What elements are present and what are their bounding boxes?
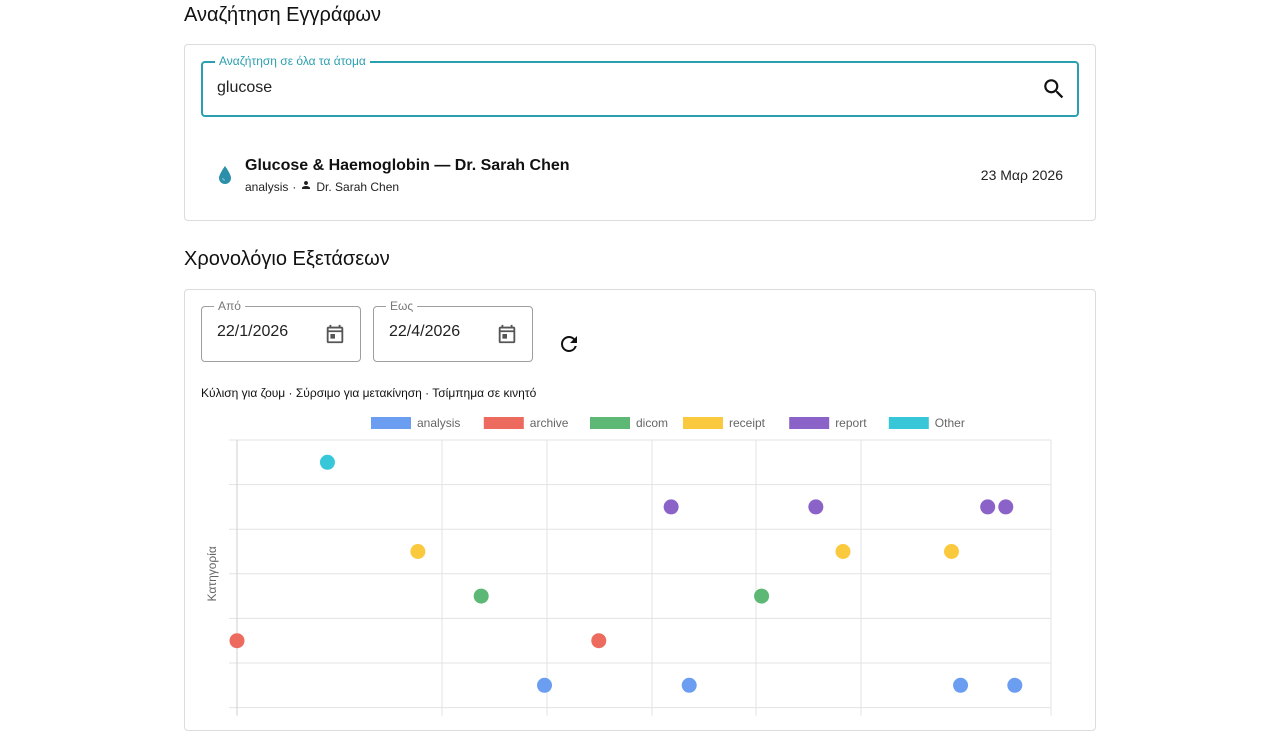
from-date-field[interactable]: Από 22/1/2026 bbox=[201, 299, 361, 362]
data-point-report bbox=[663, 499, 679, 515]
from-date-value[interactable]: 22/1/2026 bbox=[217, 323, 289, 340]
timeline-section-title: Χρονολόγιο Εξετάσεων bbox=[184, 248, 390, 270]
search-section-title: Αναζήτηση Εγγράφων bbox=[184, 4, 382, 26]
data-point-analysis bbox=[537, 677, 553, 693]
person-icon bbox=[300, 179, 312, 194]
search-card: Αναζήτηση σε όλα τα άτομα Glucose & Haem… bbox=[184, 44, 1096, 221]
legend-swatch-receipt bbox=[683, 417, 723, 429]
data-point-report bbox=[808, 499, 824, 515]
to-date-field[interactable]: Εως 22/4/2026 bbox=[373, 299, 533, 362]
chart-hint: Κύλιση για ζουμ · Σύρσιμο για μετακίνηση… bbox=[201, 386, 537, 400]
data-point-dicom bbox=[754, 588, 770, 604]
legend-swatch-analysis bbox=[371, 417, 411, 429]
meta-separator: · bbox=[292, 179, 297, 194]
legend-label-archive: archive bbox=[530, 416, 569, 430]
data-point-analysis bbox=[1007, 677, 1023, 693]
from-date-label: Από bbox=[214, 299, 245, 313]
data-point-report bbox=[998, 499, 1014, 515]
legend-swatch-report bbox=[789, 417, 830, 429]
data-point-receipt bbox=[944, 544, 960, 559]
refresh-icon[interactable] bbox=[557, 332, 581, 356]
search-field-label: Αναζήτηση σε όλα τα άτομα bbox=[215, 54, 370, 68]
data-point-report bbox=[980, 499, 996, 515]
legend-swatch-other bbox=[888, 417, 929, 429]
legend-label-analysis: analysis bbox=[417, 416, 460, 430]
legend-label-other: Other bbox=[935, 416, 965, 430]
calendar-icon[interactable] bbox=[324, 323, 346, 345]
result-person: Dr. Sarah Chen bbox=[316, 179, 400, 194]
result-meta: analysis · Dr. Sarah Chen bbox=[245, 179, 399, 194]
result-type: analysis bbox=[245, 179, 289, 194]
data-point-analysis bbox=[953, 677, 969, 693]
y-axis-label: Κατηγορία bbox=[205, 546, 219, 601]
timeline-chart[interactable]: Κατηγορία analysis archive dicom receipt repo… bbox=[185, 410, 1093, 730]
data-point-analysis bbox=[681, 677, 697, 693]
search-field[interactable]: Αναζήτηση σε όλα τα άτομα bbox=[201, 54, 1079, 117]
result-title: Glucose & Haemoglobin — Dr. Sarah Chen bbox=[245, 157, 570, 174]
result-date: 23 Μαρ 2026 bbox=[980, 167, 1063, 183]
water-drop-icon bbox=[217, 165, 233, 185]
legend-swatch-dicom bbox=[590, 417, 630, 429]
data-point-dicom bbox=[473, 588, 489, 604]
data-point-receipt bbox=[835, 544, 851, 559]
data-point-other bbox=[319, 454, 335, 470]
to-date-value[interactable]: 22/4/2026 bbox=[389, 323, 461, 340]
search-result-item[interactable]: Glucose & Haemoglobin — Dr. Sarah Chen a… bbox=[201, 149, 1079, 199]
to-date-label: Εως bbox=[386, 299, 418, 313]
timeline-card: Από 22/1/2026 Εως 22/4/2026 Κύλιση για ζ… bbox=[184, 289, 1096, 731]
calendar-icon[interactable] bbox=[496, 323, 518, 345]
data-point-receipt bbox=[410, 544, 426, 559]
search-icon[interactable] bbox=[1041, 76, 1067, 102]
legend-label-report: report bbox=[835, 416, 867, 430]
data-point-archive bbox=[591, 633, 607, 649]
legend-label-receipt: receipt bbox=[729, 416, 766, 430]
search-input[interactable] bbox=[217, 75, 1017, 101]
legend-label-dicom: dicom bbox=[636, 416, 668, 430]
data-point-archive bbox=[229, 633, 245, 649]
legend-swatch-archive bbox=[483, 417, 524, 429]
